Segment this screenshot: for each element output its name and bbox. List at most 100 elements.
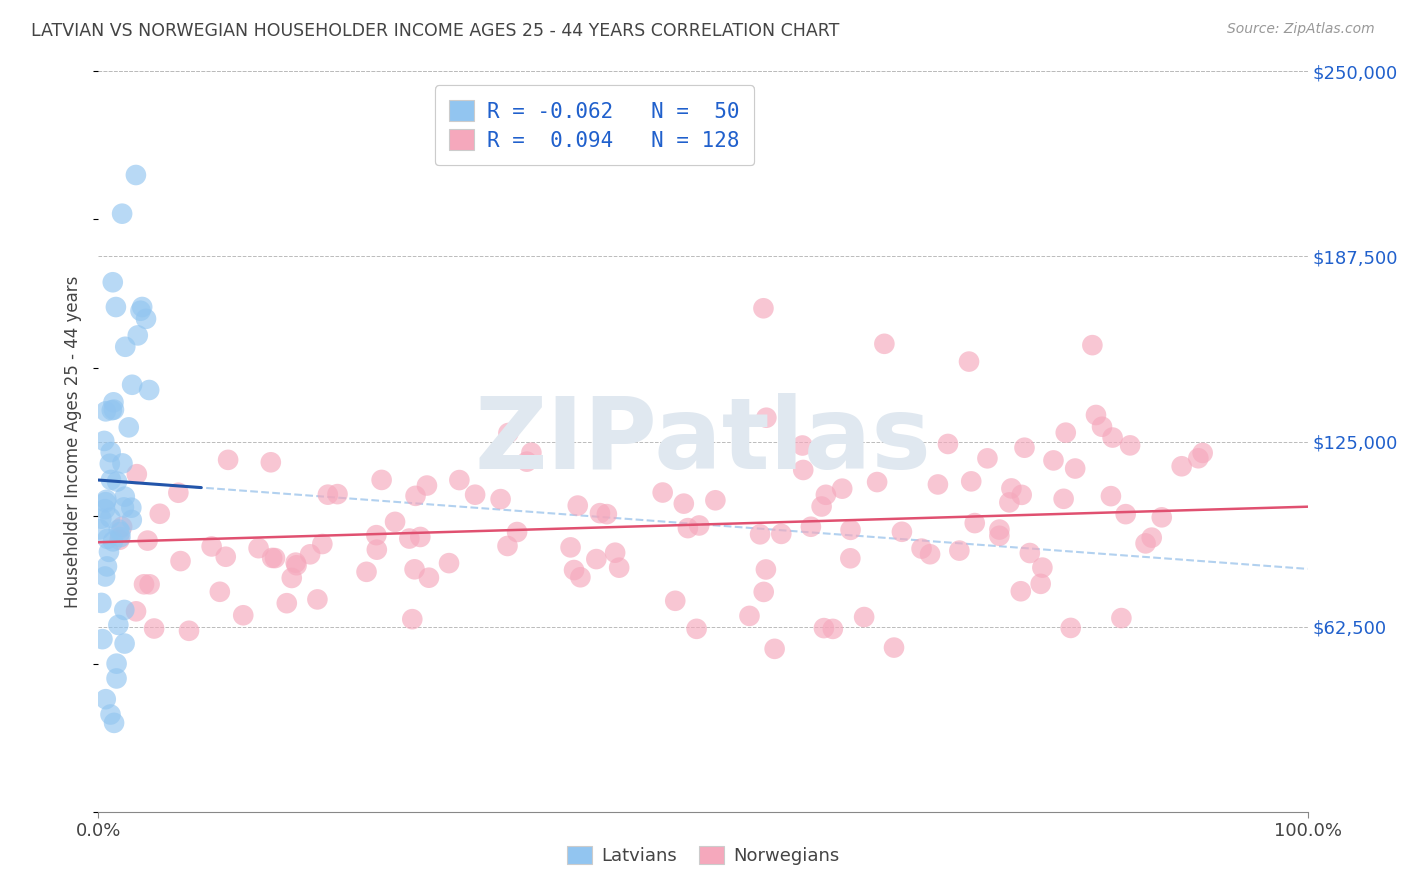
Point <box>105 475 128 489</box>
Point <box>96 492 118 507</box>
Point <box>589 506 612 520</box>
Point <box>131 300 153 314</box>
Point <box>94 569 117 583</box>
Point <box>738 608 761 623</box>
Point <box>418 571 440 585</box>
Point <box>1014 441 1036 455</box>
Point <box>405 489 427 503</box>
Point <box>121 377 143 392</box>
Point <box>998 495 1021 509</box>
Point <box>569 570 592 584</box>
Point <box>366 542 388 557</box>
Point <box>217 453 239 467</box>
Point <box>1081 338 1104 352</box>
Point <box>910 541 932 556</box>
Point <box>132 577 155 591</box>
Point <box>100 473 122 487</box>
Point <box>1091 419 1114 434</box>
Point <box>496 539 519 553</box>
Point <box>1029 577 1052 591</box>
Point <box>105 657 128 671</box>
Point <box>1119 438 1142 452</box>
Point <box>685 622 707 636</box>
Point <box>208 584 231 599</box>
Point <box>316 488 339 502</box>
Point <box>755 562 778 576</box>
Point <box>988 529 1011 543</box>
Point <box>976 451 998 466</box>
Point <box>97 545 120 559</box>
Point <box>960 475 983 489</box>
Point <box>821 622 844 636</box>
Point <box>1018 546 1040 560</box>
Text: LATVIAN VS NORWEGIAN HOUSEHOLDER INCOME AGES 25 - 44 YEARS CORRELATION CHART: LATVIAN VS NORWEGIAN HOUSEHOLDER INCOME … <box>31 22 839 40</box>
Point <box>112 500 135 515</box>
Point <box>755 410 778 425</box>
Point <box>201 540 224 554</box>
Point <box>1099 489 1122 503</box>
Point <box>167 485 190 500</box>
Point <box>398 532 420 546</box>
Point <box>384 515 406 529</box>
Point <box>957 354 980 368</box>
Point <box>988 523 1011 537</box>
Point <box>110 530 132 544</box>
Point <box>1115 507 1137 521</box>
Point <box>562 563 585 577</box>
Point <box>883 640 905 655</box>
Point <box>839 551 862 566</box>
Point <box>96 559 118 574</box>
Point <box>276 596 298 610</box>
Point <box>1060 621 1083 635</box>
Point <box>853 610 876 624</box>
Point <box>370 473 392 487</box>
Point <box>873 336 896 351</box>
Point <box>1042 453 1064 467</box>
Point <box>1011 488 1033 502</box>
Point <box>138 383 160 397</box>
Point <box>143 622 166 636</box>
Point <box>516 455 538 469</box>
Point <box>1150 510 1173 524</box>
Point <box>366 528 388 542</box>
Point <box>103 715 125 730</box>
Point <box>101 275 124 289</box>
Point <box>1101 431 1123 445</box>
Point <box>1191 446 1213 460</box>
Point <box>93 434 115 448</box>
Point <box>114 636 136 650</box>
Point <box>177 624 200 638</box>
Point <box>1000 482 1022 496</box>
Point <box>281 571 304 585</box>
Point <box>114 490 136 504</box>
Point <box>110 524 132 539</box>
Point <box>94 692 117 706</box>
Point <box>1010 584 1032 599</box>
Text: ZIPatlas: ZIPatlas <box>475 393 931 490</box>
Point <box>831 482 853 496</box>
Point <box>125 604 148 618</box>
Point <box>1085 408 1108 422</box>
Point <box>792 438 814 452</box>
Legend: Latvians, Norwegians: Latvians, Norwegians <box>558 837 848 874</box>
Point <box>121 513 143 527</box>
Point <box>810 500 832 514</box>
Point <box>94 502 117 516</box>
Point <box>264 551 287 566</box>
Point <box>105 672 128 686</box>
Point <box>927 477 949 491</box>
Point <box>169 554 191 568</box>
Point <box>464 488 486 502</box>
Point <box>127 328 149 343</box>
Point <box>918 547 941 561</box>
Legend: R = -0.062   N =  50, R =  0.094   N = 128: R = -0.062 N = 50, R = 0.094 N = 128 <box>434 86 754 165</box>
Point <box>567 499 589 513</box>
Point <box>498 425 520 440</box>
Point <box>107 523 129 537</box>
Point <box>866 475 889 489</box>
Point <box>792 463 814 477</box>
Point <box>112 603 135 617</box>
Point <box>247 541 270 556</box>
Point <box>98 457 121 471</box>
Point <box>672 497 695 511</box>
